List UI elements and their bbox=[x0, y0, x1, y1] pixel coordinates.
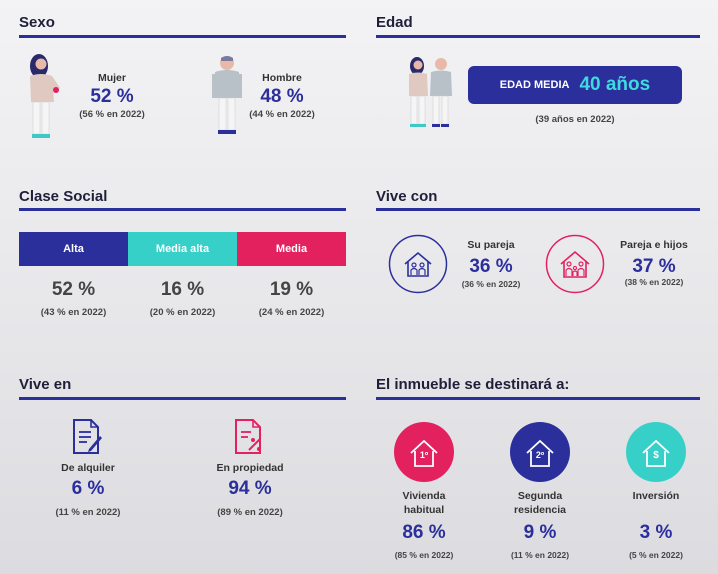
vivienda-habitual-label2: habitual bbox=[403, 504, 445, 516]
section-rule-edad bbox=[376, 35, 700, 38]
pareja-hijos-prev: (38 % en 2022) bbox=[624, 277, 684, 287]
media-alta-prev: (20 % en 2022) bbox=[149, 307, 216, 318]
pareja-hijos-pct: 37 % bbox=[632, 256, 676, 277]
vivienda-habitual-label1: Vivienda bbox=[402, 490, 446, 502]
edad-prev: (39 años en 2022) bbox=[535, 114, 615, 125]
propiedad-label: En propiedad bbox=[216, 462, 284, 474]
house-icon bbox=[410, 439, 438, 467]
su-pareja-pct: 36 % bbox=[469, 256, 513, 277]
segunda-residencia-label2: residencia bbox=[514, 504, 566, 516]
inversion-prev: (5 % en 2022) bbox=[629, 550, 683, 560]
media-pct: 19 % bbox=[269, 279, 314, 300]
section-rule-vive-en bbox=[19, 397, 346, 400]
section-title-vive-con: Vive con bbox=[376, 188, 438, 205]
section-title-clase-social: Clase Social bbox=[19, 188, 108, 205]
section-rule-clase bbox=[19, 208, 346, 211]
segunda-residencia-icon-text: 2º bbox=[535, 450, 545, 460]
edad-media-label: EDAD MEDIA bbox=[499, 79, 570, 91]
hombre-pct: 48 % bbox=[260, 86, 304, 107]
edad-media-box: EDAD MEDIA 40 años bbox=[468, 66, 682, 104]
hombre-label: Hombre bbox=[262, 72, 302, 84]
section-rule-vive-con bbox=[376, 208, 700, 211]
section-title-sexo: Sexo bbox=[19, 14, 55, 31]
su-pareja-label: Su pareja bbox=[467, 239, 515, 251]
propiedad-prev: (89 % en 2022) bbox=[217, 507, 283, 518]
media-alta-pct: 16 % bbox=[160, 279, 205, 300]
segunda-residencia-pct: 9 % bbox=[523, 522, 557, 543]
rental-document-icon bbox=[73, 419, 102, 454]
alta-pct: 52 % bbox=[51, 279, 96, 300]
band-media: Media bbox=[237, 232, 346, 266]
couple-figure-icon bbox=[409, 57, 452, 127]
house-icon bbox=[526, 439, 554, 467]
edad-media-value: 40 años bbox=[579, 74, 651, 95]
man-figure-icon bbox=[212, 56, 242, 134]
section-title-vive-en: Vive en bbox=[19, 376, 72, 393]
mujer-prev: (56 % en 2022) bbox=[79, 109, 145, 120]
media-prev: (24 % en 2022) bbox=[258, 307, 325, 318]
vivienda-habitual-badge: 1º bbox=[394, 422, 454, 482]
hombre-prev: (44 % en 2022) bbox=[249, 109, 315, 120]
alquiler-prev: (11 % en 2022) bbox=[55, 507, 121, 518]
segunda-residencia-label1: Segunda bbox=[517, 490, 563, 502]
segunda-residencia-badge: 2º bbox=[510, 422, 570, 482]
woman-figure-icon bbox=[30, 54, 60, 138]
section-rule-sexo bbox=[19, 35, 346, 38]
mujer-pct: 52 % bbox=[90, 86, 134, 107]
alquiler-label: De alquiler bbox=[61, 462, 115, 474]
alquiler-pct: 6 % bbox=[71, 478, 105, 499]
section-title-edad: Edad bbox=[376, 14, 413, 31]
inversion-pct: 3 % bbox=[639, 522, 673, 543]
vivienda-habitual-icon-text: 1º bbox=[419, 450, 429, 460]
section-title-destino: El inmueble se destinará a: bbox=[376, 376, 570, 393]
house-icon bbox=[642, 439, 670, 467]
inversion-badge: $ bbox=[626, 422, 686, 482]
inversion-icon-text: $ bbox=[653, 450, 659, 461]
band-alta: Alta bbox=[19, 232, 128, 266]
mujer-label: Mujer bbox=[97, 72, 126, 84]
propiedad-pct: 94 % bbox=[228, 478, 272, 499]
alta-prev: (43 % en 2022) bbox=[40, 307, 107, 318]
section-rule-destino bbox=[376, 397, 700, 400]
vivienda-habitual-pct: 86 % bbox=[402, 522, 446, 543]
couple-house-icon bbox=[388, 234, 448, 294]
band-media-alta: Media alta bbox=[128, 232, 237, 266]
su-pareja-prev: (36 % en 2022) bbox=[461, 279, 521, 289]
ownership-document-icon bbox=[235, 419, 261, 454]
inversion-label1: Inversión bbox=[632, 490, 680, 502]
pareja-hijos-label: Pareja e hijos bbox=[620, 239, 688, 251]
segunda-residencia-prev: (11 % en 2022) bbox=[510, 550, 570, 560]
family-house-icon bbox=[545, 234, 605, 294]
vivienda-habitual-prev: (85 % en 2022) bbox=[394, 550, 454, 560]
